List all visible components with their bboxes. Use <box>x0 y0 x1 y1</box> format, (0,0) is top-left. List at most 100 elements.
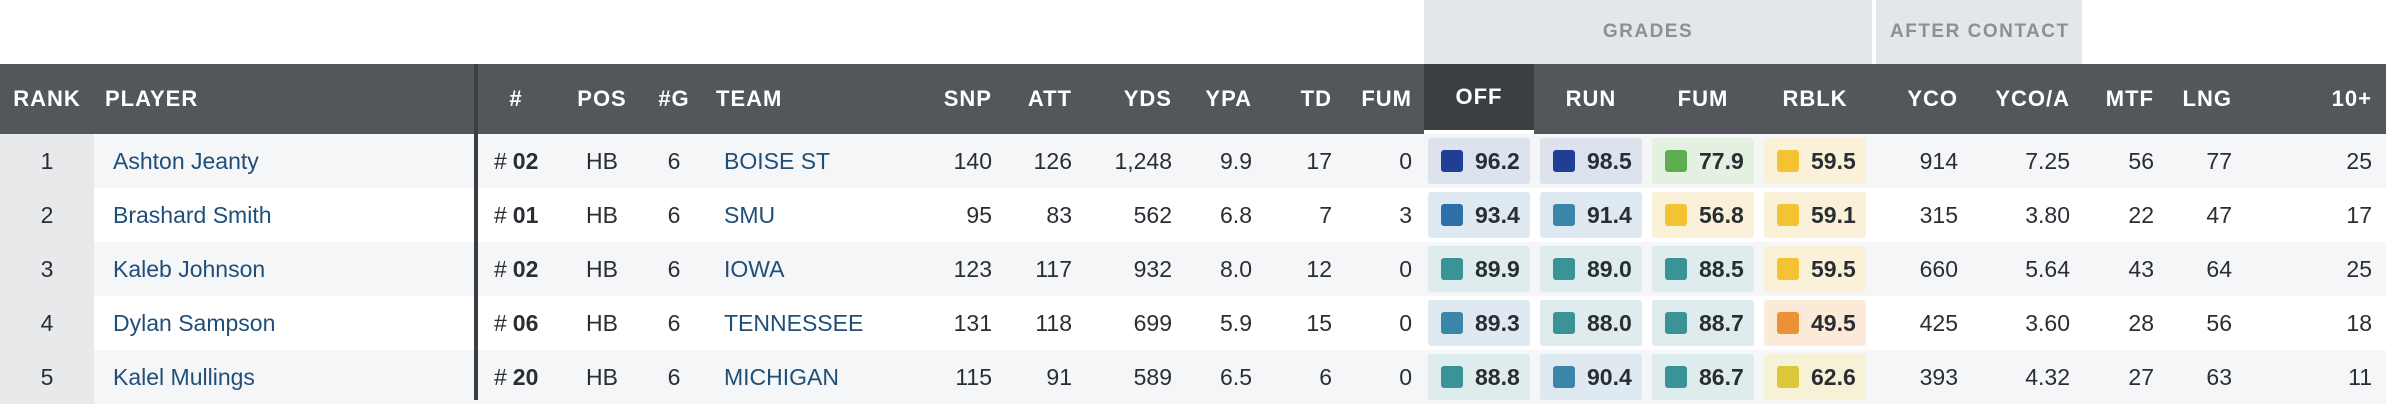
column-header-ten-plus[interactable]: 10+ <box>2331 86 2372 111</box>
grade-value: 93.4 <box>1475 201 1520 228</box>
off-grade: 89.9 <box>1428 246 1530 292</box>
column-header-yco-a[interactable]: YCO/A <box>1995 86 2070 111</box>
player-name-link[interactable]: Brashard Smith <box>113 201 272 228</box>
ten-plus-cell: 18 <box>2346 309 2372 336</box>
column-header-fum-grade[interactable]: FUM <box>1677 86 1729 111</box>
team-link[interactable]: SMU <box>724 201 776 228</box>
jersey-number: 20 <box>512 363 539 390</box>
ypa-cell: 8.0 <box>1220 255 1252 282</box>
grade-color-square-icon <box>1553 312 1575 334</box>
group-header-grades: GRADES <box>1424 0 1872 64</box>
grade-color-square-icon <box>1553 204 1575 226</box>
lng-cell: 47 <box>2206 201 2232 228</box>
ten-plus-cell: 25 <box>2346 147 2372 174</box>
fum-grade: 56.8 <box>1652 192 1754 238</box>
yco-a-cell: 7.25 <box>2025 147 2070 174</box>
grade-color-square-icon <box>1441 312 1463 334</box>
column-header-jersey[interactable]: # <box>509 86 523 111</box>
lng-cell: 77 <box>2206 147 2232 174</box>
column-header-td[interactable]: TD <box>1300 86 1332 111</box>
column-header-games[interactable]: #G <box>658 86 690 111</box>
jersey-cell: #01 <box>494 188 564 242</box>
off-grade: 88.8 <box>1428 354 1530 400</box>
grade-color-square-icon <box>1665 312 1687 334</box>
grade-color-square-icon <box>1665 258 1687 280</box>
jersey-cell: #20 <box>494 350 564 404</box>
grade-value: 49.5 <box>1811 309 1856 336</box>
column-header-fum[interactable]: FUM <box>1361 86 1412 111</box>
grade-color-square-icon <box>1441 204 1463 226</box>
player-name-link[interactable]: Kalel Mullings <box>113 363 255 390</box>
column-header-att[interactable]: ATT <box>1027 86 1072 111</box>
column-header-team[interactable]: TEAM <box>716 86 783 111</box>
player-name-link[interactable]: Ashton Jeanty <box>113 147 259 174</box>
column-header-run[interactable]: RUN <box>1565 86 1617 111</box>
group-header-row: GRADES AFTER CONTACT <box>0 0 2386 64</box>
fum-cell: 0 <box>1399 363 1412 390</box>
yco-cell: 393 <box>1919 363 1958 390</box>
position-cell: HB <box>586 201 618 228</box>
grade-color-square-icon <box>1553 150 1575 172</box>
grade-color-square-icon <box>1441 150 1463 172</box>
column-header-off[interactable]: OFF <box>1424 64 1534 134</box>
grade-color-square-icon <box>1441 258 1463 280</box>
column-header-player[interactable]: PLAYER <box>105 86 199 111</box>
position-cell: HB <box>586 255 618 282</box>
player-name-link[interactable]: Kaleb Johnson <box>113 255 266 282</box>
column-header-pos[interactable]: POS <box>577 86 627 111</box>
rank-cell: 5 <box>40 363 54 390</box>
mtf-cell: 43 <box>2128 255 2154 282</box>
table-row: 3 Kaleb Johnson #02 HB 6 IOWA 123 117 932 8.0 12 0 6… <box>0 242 2386 296</box>
jersey-cell: #02 <box>494 134 564 188</box>
grade-value: 88.5 <box>1699 255 1744 282</box>
team-link[interactable]: TENNESSEE <box>724 309 864 336</box>
mtf-cell: 27 <box>2128 363 2154 390</box>
grade-color-square-icon <box>1777 366 1799 388</box>
fum-grade: 86.7 <box>1652 354 1754 400</box>
column-header-yds[interactable]: YDS <box>1123 86 1172 111</box>
column-divider <box>474 64 478 400</box>
jersey-cell: #02 <box>494 242 564 296</box>
att-cell: 91 <box>1046 363 1072 390</box>
games-cell: 6 <box>667 147 681 174</box>
grade-color-square-icon <box>1777 204 1799 226</box>
column-header-snp[interactable]: SNP <box>943 86 992 111</box>
position-cell: HB <box>586 309 618 336</box>
rank-column-bg <box>0 188 94 242</box>
grade-value: 77.9 <box>1699 147 1744 174</box>
column-header-lng[interactable]: LNG <box>2182 86 2232 111</box>
snp-cell: 131 <box>953 309 992 336</box>
grade-color-square-icon <box>1777 150 1799 172</box>
att-cell: 117 <box>1035 255 1072 282</box>
grade-value: 89.3 <box>1475 309 1520 336</box>
grade-value: 88.8 <box>1475 363 1520 390</box>
group-header-after-contact: AFTER CONTACT <box>1876 0 2082 64</box>
lng-cell: 56 <box>2206 309 2232 336</box>
grade-value: 59.5 <box>1811 255 1856 282</box>
grade-color-square-icon <box>1777 258 1799 280</box>
rblk-grade: 59.5 <box>1764 246 1866 292</box>
column-header-yco[interactable]: YCO <box>1907 86 1958 111</box>
off-grade: 93.4 <box>1428 192 1530 238</box>
rank-column-bg <box>0 350 94 404</box>
rblk-grade: 49.5 <box>1764 300 1866 346</box>
yco-a-cell: 3.60 <box>2025 309 2070 336</box>
column-header-mtf[interactable]: MTF <box>2105 86 2154 111</box>
grade-value: 59.1 <box>1811 201 1856 228</box>
fum-cell: 0 <box>1399 309 1412 336</box>
jersey-hash: # <box>494 309 507 336</box>
team-link[interactable]: MICHIGAN <box>724 363 839 390</box>
grade-value: 96.2 <box>1475 147 1520 174</box>
grade-color-square-icon <box>1553 366 1575 388</box>
column-header-row: RANK PLAYER # POS #G TEAM SNP ATT YDS YP… <box>0 64 2386 134</box>
column-header-rblk[interactable]: RBLK <box>1782 86 1848 111</box>
team-link[interactable]: IOWA <box>724 255 785 282</box>
team-link[interactable]: BOISE ST <box>724 147 831 174</box>
column-header-rank[interactable]: RANK <box>13 86 81 111</box>
games-cell: 6 <box>667 201 681 228</box>
position-cell: HB <box>586 363 618 390</box>
player-name-link[interactable]: Dylan Sampson <box>113 309 276 336</box>
column-header-ypa[interactable]: YPA <box>1205 86 1252 111</box>
td-cell: 12 <box>1306 255 1332 282</box>
